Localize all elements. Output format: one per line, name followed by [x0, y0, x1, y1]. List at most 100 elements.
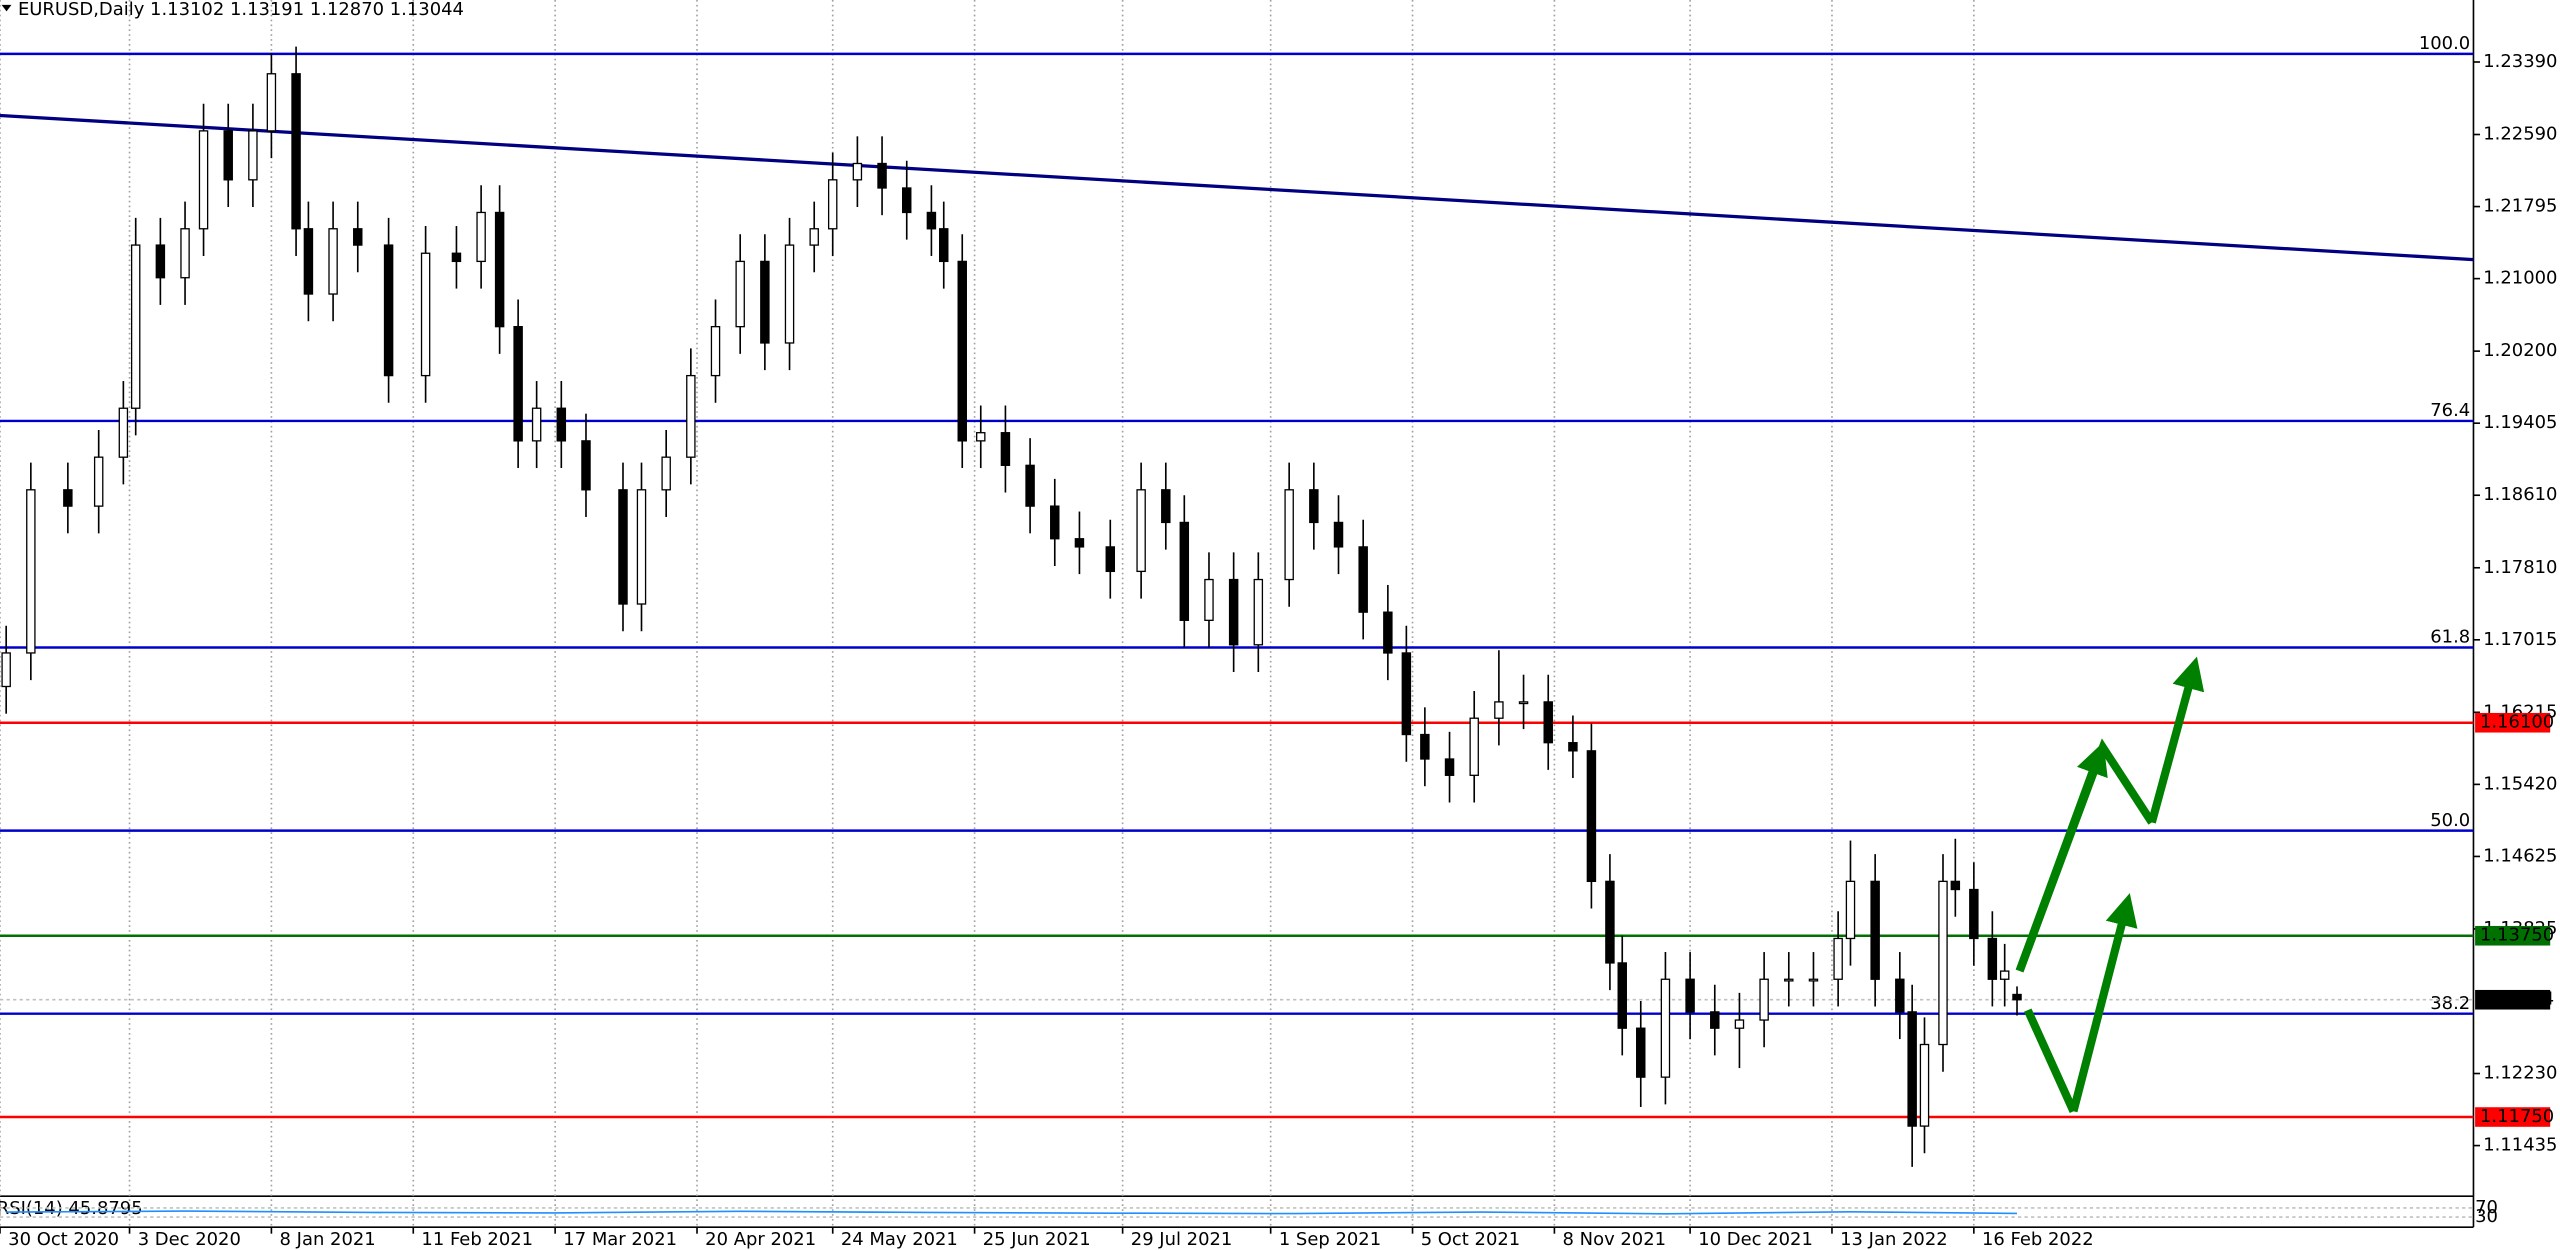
candle-body — [1543, 701, 1553, 744]
candle-body — [1907, 1011, 1917, 1127]
fib-label: 100.0 — [2419, 33, 2470, 54]
x-tick-label: 1 Sep 2021 — [1279, 1229, 1381, 1250]
candle-body — [266, 73, 277, 132]
candle-body — [26, 489, 36, 654]
x-tick-label: 24 May 2021 — [841, 1229, 958, 1250]
x-tick-label: 11 Feb 2021 — [421, 1229, 533, 1250]
x-tick-label: 3 Dec 2020 — [138, 1229, 241, 1250]
candle-body — [1333, 521, 1344, 548]
candle-body — [2012, 993, 2022, 1001]
candle-body — [1870, 880, 1880, 980]
arrow — [2015, 741, 2108, 973]
candle-body — [581, 440, 591, 491]
arrow — [2024, 1008, 2078, 1113]
candle-body — [63, 489, 73, 507]
candle-body — [1586, 750, 1597, 883]
candle-body — [636, 489, 647, 605]
candle-body — [1808, 978, 1819, 982]
menu-triangle — [1, 4, 12, 12]
candle-body — [531, 407, 542, 442]
x-tick-label: 25 Jun 2021 — [983, 1229, 1091, 1250]
x-tick-label: 13 Jan 2022 — [1840, 1229, 1948, 1250]
x-tick-label: 29 Jul 2021 — [1131, 1229, 1233, 1250]
candle-body — [784, 244, 795, 344]
candle-body — [1605, 880, 1615, 964]
x-tick-label: 10 Dec 2021 — [1698, 1229, 1813, 1250]
candle-body — [1919, 1043, 1930, 1127]
trendline — [0, 113, 2474, 262]
arrow — [2069, 893, 2138, 1113]
candle-body — [1136, 489, 1146, 573]
candle-body — [1420, 733, 1430, 760]
candle-body — [1636, 1027, 1646, 1078]
candle-body — [513, 326, 523, 442]
x-tick-label: 8 Jan 2021 — [280, 1229, 376, 1250]
close-value: 1.13044 — [390, 0, 464, 20]
candle-body — [291, 73, 301, 230]
candle-body — [1469, 717, 1479, 776]
price-level-box — [2475, 712, 2551, 733]
fib-label: 50.0 — [2430, 810, 2470, 831]
low-value: 1.12870 — [310, 0, 384, 20]
candle-body — [1999, 970, 2010, 980]
x-tick-label: 20 Apr 2021 — [705, 1229, 816, 1250]
y-tick-label: 1.21795 — [2483, 196, 2557, 217]
x-tick-label: 17 Mar 2021 — [563, 1229, 677, 1250]
price-level-box — [2475, 925, 2551, 946]
candle-body — [180, 228, 190, 279]
candle-body — [1987, 937, 1998, 980]
candle-body — [494, 211, 505, 328]
candle-body — [155, 244, 166, 279]
candle-body — [901, 187, 912, 214]
candle-body — [556, 407, 567, 442]
candle-body — [248, 130, 258, 181]
candles — [1, 46, 2022, 1167]
symbol: EURUSD,Daily — [18, 0, 145, 20]
price-level-label: 1.16100 — [2480, 712, 2554, 733]
candle-body — [1518, 701, 1529, 705]
candle-body — [710, 326, 721, 377]
candle-body — [1074, 538, 1085, 548]
high-value: 1.13191 — [230, 0, 304, 20]
candle-body — [1025, 464, 1035, 507]
candle-body — [827, 179, 838, 230]
x-tick-label: 8 Nov 2021 — [1563, 1229, 1667, 1250]
candle-body — [735, 260, 745, 328]
candle-body — [1309, 489, 1319, 524]
candle-body — [852, 162, 863, 181]
candle-body — [1444, 758, 1455, 776]
candle-body — [1759, 978, 1769, 1021]
price-level-box — [2475, 1107, 2551, 1127]
candle-body — [1660, 978, 1671, 1078]
candle-body — [1000, 432, 1011, 466]
y-tick-label: 1.15420 — [2483, 773, 2557, 794]
candle-body — [1050, 505, 1060, 540]
candle-body — [1, 652, 11, 688]
candle-body — [939, 228, 949, 263]
open-value: 1.13102 — [150, 0, 224, 20]
candle-body — [957, 260, 967, 442]
candle-body — [1938, 880, 1948, 1046]
candle-body — [1950, 880, 1961, 891]
candle-body — [420, 252, 431, 377]
y-tick-label: 1.23390 — [2483, 51, 2557, 72]
y-tick-label: 1.19405 — [2483, 412, 2557, 433]
candle-body — [1734, 1019, 1745, 1029]
y-tick-label: 1.11435 — [2483, 1135, 2557, 1156]
candle-body — [1228, 578, 1239, 646]
candle-body — [1179, 521, 1190, 621]
y-tick-label: 1.22590 — [2483, 124, 2557, 145]
candle-body — [476, 211, 486, 263]
candle-body — [223, 130, 233, 181]
price-level-label: 1.11750 — [2480, 1106, 2554, 1127]
candle-body — [1204, 578, 1214, 621]
candle-body — [686, 374, 696, 458]
candle-body — [1710, 1011, 1720, 1029]
current-price-box — [2475, 989, 2551, 1010]
candle-body — [1494, 701, 1504, 719]
rsi-line — [6, 1210, 2018, 1215]
candle-body — [1358, 546, 1368, 613]
rsi-level-label: 70 — [2475, 1197, 2498, 1218]
